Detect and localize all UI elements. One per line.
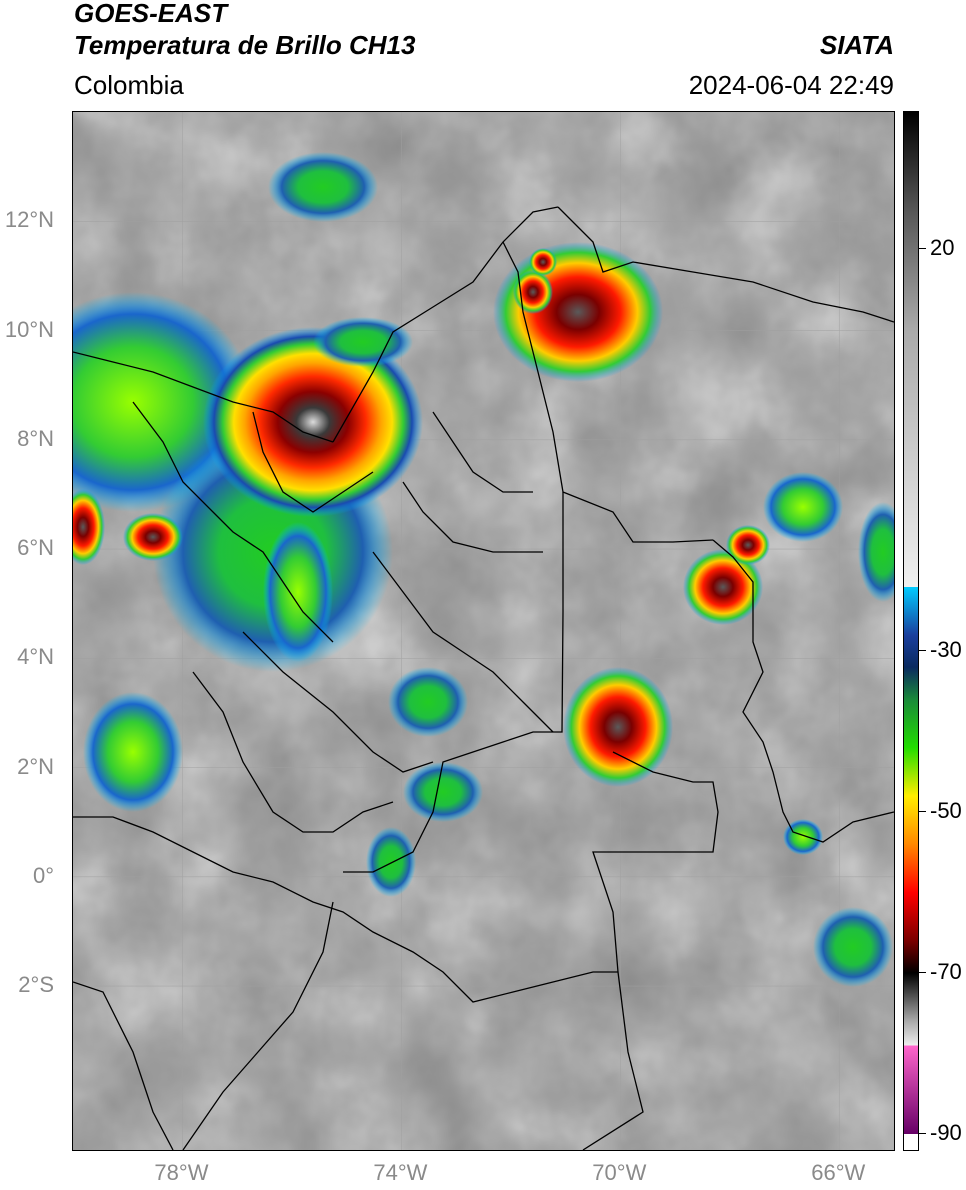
lon-label: 78°W (154, 1160, 209, 1185)
datetime-label: 2024-06-04 22:49 (688, 70, 894, 100)
colorbar-tick (918, 247, 926, 249)
colorbar-label: 20 (930, 234, 955, 260)
lat-label: 10°N (4, 316, 54, 342)
colorbar-label: -90 (930, 1119, 962, 1145)
colorbar-label: -50 (930, 798, 962, 824)
colorbar-tick (918, 811, 926, 813)
colorbar-tick (918, 1132, 926, 1134)
lat-label: 12°N (4, 207, 54, 233)
lat-label: 2°S (18, 972, 54, 998)
satellite-title: GOES-EAST (74, 0, 228, 28)
lon-label: 66°W (811, 1160, 866, 1185)
lat-label: 0° (32, 862, 54, 888)
lon-label: 70°W (592, 1160, 647, 1185)
convective-cells (73, 152, 894, 987)
colorbar-tick (918, 650, 926, 652)
lat-label: 2°N (17, 753, 54, 779)
product-title: Temperatura de Brillo CH13 (74, 30, 416, 60)
lat-label: 4°N (17, 644, 54, 670)
colorbar (903, 111, 919, 1151)
colorbar-label: -30 (930, 637, 962, 663)
lat-label: 8°N (17, 425, 54, 451)
lat-label: 6°N (17, 535, 54, 561)
agency-label: SIATA (819, 30, 894, 60)
map-canvas (73, 112, 894, 1150)
region-label: Colombia (74, 70, 184, 100)
country-borders (73, 206, 894, 1150)
satellite-map[interactable] (72, 111, 895, 1151)
colorbar-tick (918, 971, 926, 973)
lon-label: 74°W (373, 1160, 428, 1185)
colorbar-label: -70 (930, 958, 962, 984)
